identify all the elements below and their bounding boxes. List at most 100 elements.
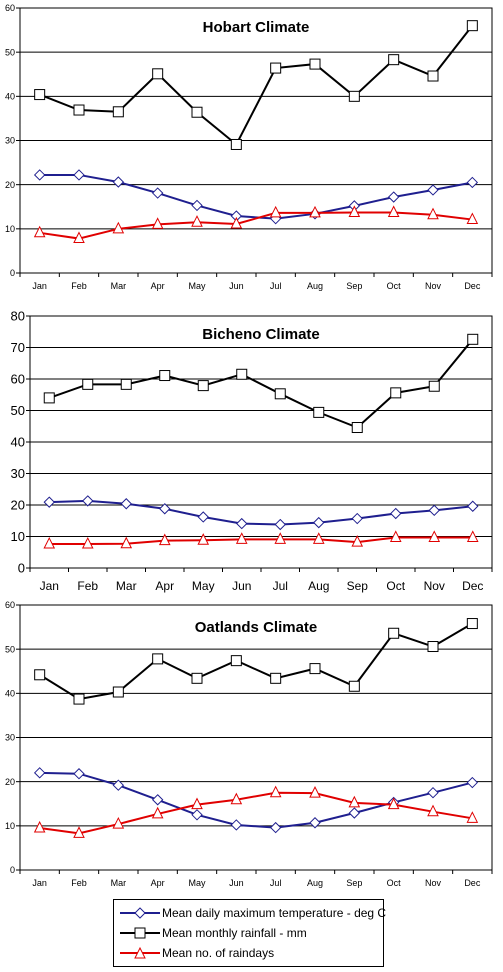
data-point-raindays	[389, 530, 402, 542]
legend-item-rainfall: Mean monthly rainfall - mm	[114, 923, 383, 943]
x-tick-label: Feb	[71, 281, 87, 291]
x-tick-label: May	[192, 579, 215, 593]
y-tick-label: 50	[5, 644, 15, 654]
data-point-raindays	[43, 536, 56, 549]
data-point-rain	[230, 655, 242, 667]
data-point-rain	[313, 406, 325, 418]
data-point-raindays	[428, 530, 441, 542]
x-tick-label: Mar	[111, 878, 127, 888]
data-point-raindays	[466, 212, 479, 225]
data-point-rain	[236, 368, 248, 380]
data-point-raindays	[274, 532, 287, 544]
data-point-temp	[348, 807, 361, 819]
x-tick-label: Mar	[111, 281, 127, 291]
y-tick-label: 40	[5, 688, 15, 698]
x-tick-label: Sep	[347, 579, 369, 593]
y-tick-label: 50	[11, 403, 25, 418]
legend-square-marker-icon	[120, 927, 160, 939]
data-point-raindays	[112, 816, 125, 829]
x-tick-label: Mar	[116, 579, 137, 593]
y-tick-label: 10	[5, 224, 15, 234]
series-line-raindays	[39, 211, 473, 240]
data-point-raindays	[309, 205, 321, 218]
x-tick-label: Jul	[270, 878, 282, 888]
y-tick-label: 20	[5, 777, 15, 787]
data-point-rain	[152, 653, 164, 665]
data-point-rain	[428, 380, 440, 392]
chart-2: 0 10 20 30 40 50 60 Jan Feb Mar Apr May Jun Jul Aug Sep…	[5, 600, 493, 888]
data-point-raindays	[269, 785, 282, 798]
series-line-rain	[48, 338, 474, 429]
y-tick-label: 80	[11, 309, 25, 324]
data-point-rain	[274, 388, 286, 400]
data-point-temp	[73, 169, 85, 181]
data-point-rain	[197, 380, 209, 392]
x-tick-label: Jul	[270, 281, 282, 291]
data-point-rain	[270, 62, 282, 74]
data-point-temp	[390, 507, 402, 520]
data-point-raindays	[427, 804, 439, 817]
data-point-raindays	[230, 792, 243, 805]
series-line-rain	[39, 25, 474, 147]
data-point-rain	[348, 680, 360, 692]
y-tick-label: 60	[11, 372, 25, 387]
data-point-rain	[159, 370, 171, 382]
x-tick-label: Nov	[425, 281, 442, 291]
data-point-rain	[390, 387, 402, 399]
data-point-raindays	[191, 215, 203, 227]
x-tick-label: Feb	[77, 579, 98, 593]
data-point-rain	[112, 686, 124, 698]
data-point-temp	[43, 496, 55, 508]
data-point-rain	[230, 138, 242, 150]
data-point-temp	[467, 500, 479, 512]
data-point-raindays	[230, 216, 243, 229]
x-tick-label: Dec	[464, 281, 481, 291]
legend-diamond-marker-icon	[120, 907, 160, 919]
chart-1: 0 10 20 30 40 50 60 70 80 Jan Feb Mar Apr May Jun Jul Au…	[11, 309, 493, 593]
x-tick-label: Oct	[387, 281, 402, 291]
x-tick-label: Jan	[32, 281, 47, 291]
data-point-temp	[428, 504, 440, 517]
x-tick-label: Oct	[387, 878, 402, 888]
y-tick-label: 0	[10, 268, 15, 278]
legend-label-rainfall: Mean monthly rainfall - mm	[162, 926, 307, 940]
legend-label-raindays: Mean no. of raindays	[162, 946, 275, 960]
legend-label-temperature: Mean daily maximum temperature - deg C	[162, 906, 387, 920]
data-point-rain	[309, 663, 321, 675]
legend: Mean daily maximum temperature - deg C M…	[113, 899, 387, 967]
data-point-rain	[152, 68, 164, 80]
data-point-raindays	[427, 207, 439, 220]
data-point-raindays	[112, 221, 125, 234]
chart-title: Hobart Climate	[203, 19, 310, 36]
x-tick-label: Apr	[151, 878, 165, 888]
y-tick-label: 60	[5, 3, 15, 13]
x-tick-label: Dec	[462, 579, 483, 593]
data-point-temp	[313, 516, 325, 529]
data-point-raindays	[73, 231, 85, 244]
data-point-temp	[191, 809, 203, 821]
data-point-temp	[427, 787, 439, 799]
y-tick-label: 0	[10, 865, 15, 875]
data-point-rain	[112, 106, 124, 118]
data-point-temp	[151, 794, 164, 806]
data-point-raindays	[466, 530, 479, 542]
data-point-temp	[230, 819, 243, 831]
y-tick-label: 10	[5, 821, 15, 831]
legend-item-raindays: Mean no. of raindays	[114, 943, 383, 963]
data-point-raindays	[197, 533, 210, 545]
chart-0: 0 10 20 30 40 50 60 Jan Feb Mar Apr May Jun Jul Aug Sep…	[5, 3, 493, 291]
x-tick-label: Feb	[71, 878, 87, 888]
data-point-raindays	[81, 536, 94, 549]
series-line-rain	[39, 622, 473, 701]
chart-title: Bicheno Climate	[202, 326, 320, 343]
data-point-temp	[191, 199, 203, 212]
data-point-rain	[388, 627, 400, 639]
data-point-temp	[82, 495, 94, 507]
data-point-rain	[351, 422, 363, 434]
x-tick-label: May	[188, 281, 206, 291]
y-tick-label: 30	[5, 136, 15, 146]
data-point-raindays	[312, 532, 325, 544]
data-point-rain	[348, 90, 360, 102]
data-point-raindays	[235, 532, 248, 544]
